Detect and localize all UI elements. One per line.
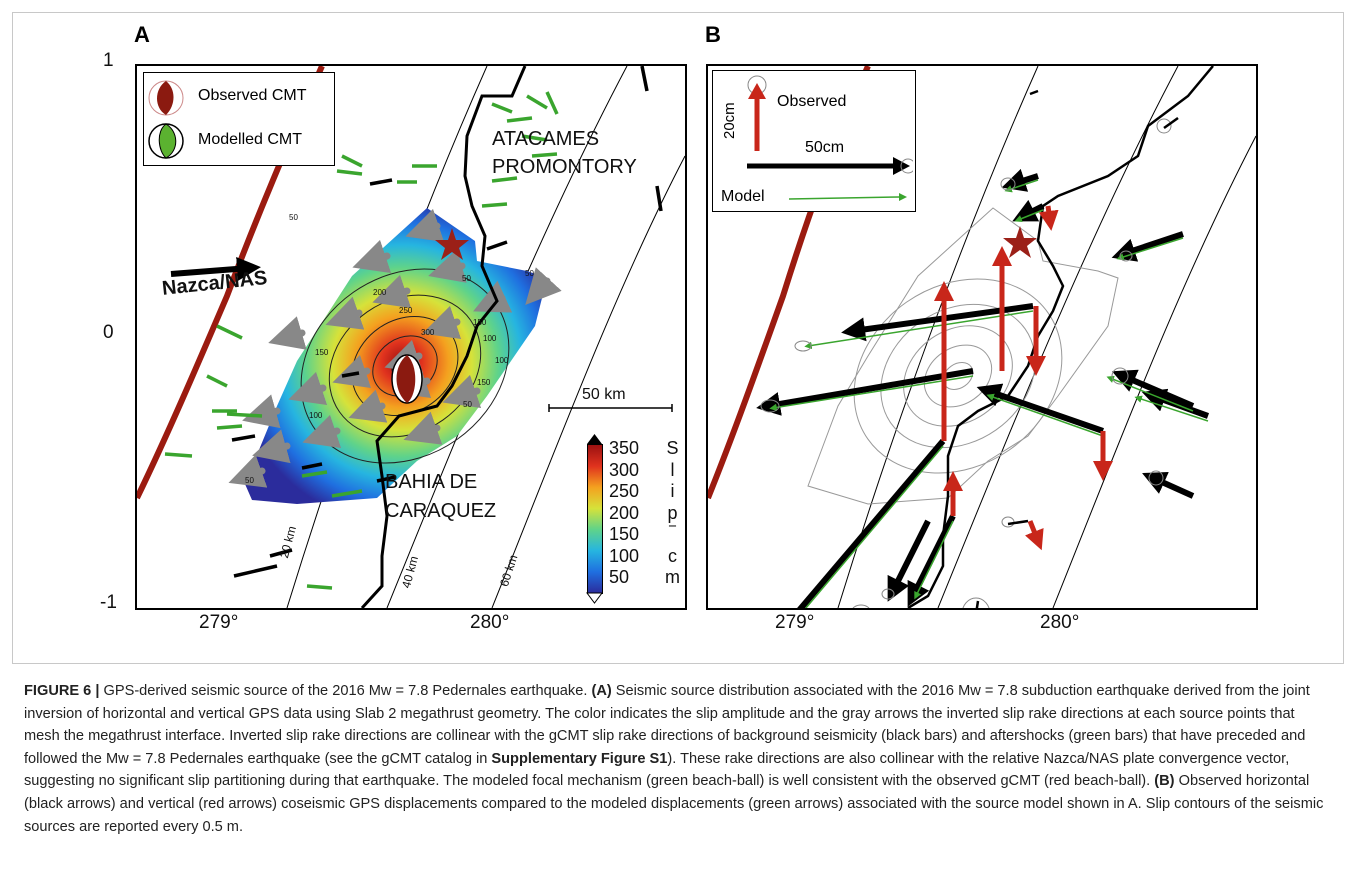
contour-label: 50 — [525, 269, 534, 278]
background-seismicity-bars — [231, 66, 663, 578]
figure-caption: FIGURE 6 | GPS-derived seismic source of… — [24, 680, 1330, 838]
contour-label: 250 — [399, 306, 413, 315]
nazca-convergence-arrow — [170, 256, 261, 281]
epicenter-star-b — [1003, 226, 1037, 258]
legend-scale-50cm: 50cm — [805, 139, 845, 156]
colorbar-tick: 200 — [609, 502, 640, 523]
x-tick-279-b: 279° — [775, 612, 815, 633]
aftershock-bars — [164, 91, 559, 590]
cmt-legend-icons — [148, 80, 184, 159]
x-tick-279-a: 279° — [199, 612, 239, 633]
panel-a-letter: A — [134, 22, 150, 47]
label-atacames: ATACAMES — [492, 128, 600, 150]
contour-label: 150 — [473, 318, 487, 327]
contour-label: 100 — [495, 356, 509, 365]
caption-a-tag: (A) — [591, 683, 612, 699]
observed-horizontal-arrows — [756, 168, 1210, 608]
observed-cmt-icon — [148, 80, 184, 116]
map-a-svg — [137, 66, 685, 608]
colorbar-tick: 100 — [609, 545, 640, 566]
gps-legend-arrows — [747, 75, 913, 201]
colorbar-ticks: 350 300 250 200 150 100 50 — [609, 438, 639, 589]
epicenter-star — [435, 228, 469, 260]
legend-red-arrow-head — [748, 83, 766, 99]
contour-label: 100 — [483, 334, 497, 343]
caption-part-a: Seismic source distribution associated w… — [24, 683, 1310, 767]
caption-b-tag: (B) — [1154, 773, 1175, 790]
colorbar-title: S l i p ‾ c m — [665, 438, 680, 587]
caption-part-a2: ). These rake directions are also collin… — [24, 750, 1290, 790]
small-station-arrows — [975, 89, 1179, 608]
contour-label: 150 — [315, 348, 329, 357]
legend-model: Model — [721, 188, 765, 205]
contour-label: 50 — [462, 274, 471, 283]
caption-part-b: Observed horizontal (black arrows) and v… — [24, 773, 1324, 835]
slip-contours-b — [807, 207, 1119, 505]
map-panel-b: Observed 20cm 50cm Model — [706, 64, 1258, 610]
caption-intro: GPS-derived seismic source of the 2016 M… — [99, 683, 592, 699]
label-bahia: BAHIA DE — [385, 471, 478, 493]
y-tick-0: 0 — [103, 322, 114, 343]
depth-contour-b3 — [1052, 135, 1256, 608]
coastline-a — [360, 66, 527, 608]
colorbar-tick: 50 — [609, 567, 630, 587]
label-scale-50km: 50 km — [582, 386, 626, 403]
contour-label: 50 — [463, 400, 472, 409]
contour-label: 200 — [373, 288, 387, 297]
x-tick-280-a: 280° — [470, 612, 510, 633]
colorbar-tick: 150 — [609, 524, 640, 544]
coastline-b — [907, 66, 1214, 608]
colorbar-tick: 300 — [609, 459, 640, 480]
legend-observed: Observed — [777, 93, 847, 110]
colorbar-tick: 350 — [609, 438, 640, 458]
legend-green-arrow — [788, 196, 900, 200]
contour-label: 100 — [309, 411, 323, 420]
slip-contour-150 — [328, 294, 482, 438]
modelled-beach-ball — [391, 354, 423, 404]
depth-contour-60 — [491, 155, 685, 608]
modelled-cmt-icon — [148, 123, 184, 159]
contour-label: 50 — [289, 213, 298, 222]
x-tick-280-b: 280° — [1040, 612, 1080, 633]
colorbar-tick: 250 — [609, 481, 640, 501]
cmt-legend: Observed CMT Modelled CMT — [143, 72, 335, 166]
label-promontory: PROMONTORY — [492, 156, 637, 178]
legend-scale-20cm: 20cm — [721, 102, 738, 139]
legend-observed-cmt: Observed CMT — [198, 87, 307, 104]
y-tick-minus1: -1 — [100, 592, 117, 613]
colorbar-end-triangles — [586, 434, 603, 604]
label-caraquez: CARAQUEZ — [385, 500, 497, 522]
gps-error-ellipses — [760, 118, 1172, 608]
legend-modelled-cmt: Modelled CMT — [198, 131, 303, 148]
panel-b-letter: B — [705, 22, 721, 47]
observed-vertical-arrows — [934, 205, 1113, 551]
contour-label: 150 — [477, 378, 491, 387]
gps-legend: Observed 20cm 50cm Model — [712, 70, 916, 212]
map-panel-a: Observed CMT Modelled CMT ATACAMES PROMO… — [135, 64, 687, 610]
depth-contour-b2 — [937, 66, 1179, 608]
contour-label: 300 — [421, 328, 435, 337]
caption-supplementary-link[interactable]: Supplementary Figure S1 — [491, 750, 668, 767]
contour-label: 50 — [245, 476, 254, 485]
caption-label: FIGURE 6 | — [24, 683, 100, 699]
y-tick-1: 1 — [103, 50, 114, 71]
